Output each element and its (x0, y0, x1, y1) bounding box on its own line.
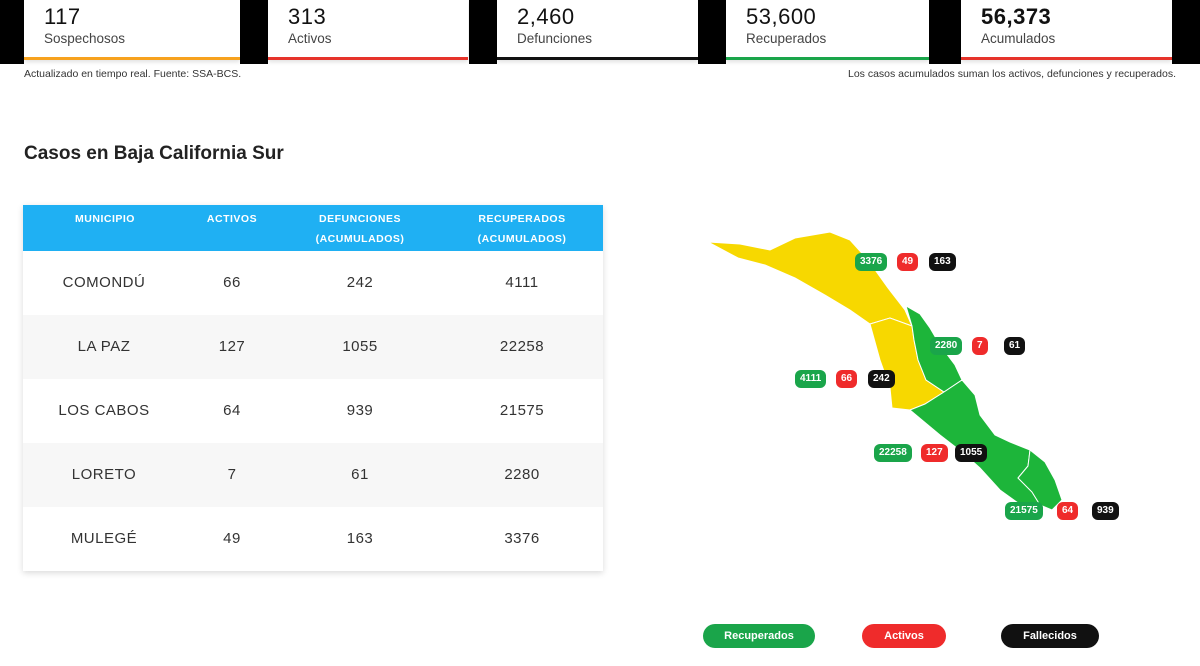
badge-loreto-recuperados: 2280 (930, 337, 963, 355)
stat-underline (726, 57, 929, 60)
map-region-mulege (707, 231, 913, 327)
stat-value: 117 (44, 4, 81, 29)
cell-municipio: LA PAZ (77, 338, 131, 355)
badge-comondu-recuperados: 4111 (795, 370, 827, 388)
header-bar (929, 0, 961, 64)
legend-recuperados: Recuperados (703, 624, 815, 648)
stat-value: 313 (288, 4, 327, 29)
table-row: COMONDÚ 66 242 4111 (23, 251, 603, 315)
badge-comondu-fallecidos: 242 (868, 370, 895, 388)
badge-loscabos-recuperados: 21575 (1005, 502, 1043, 520)
stat-card-activos: 313 Activos (268, 0, 468, 60)
stat-value: 2,460 (517, 4, 575, 29)
badge-lapaz-fallecidos: 1055 (955, 444, 988, 462)
badge-loreto-activos: 7 (972, 337, 988, 355)
accumulated-note: Los casos acumulados suman los activos, … (847, 68, 1176, 80)
col-header-recuperados-line1: RECUPERADOS (478, 213, 566, 225)
col-header-defunciones-line1: DEFUNCIONES (319, 213, 401, 225)
cell-municipio: MULEGÉ (70, 530, 138, 547)
bcs-map: 3376 49 163 2280 7 61 4111 66 242 22258 … (700, 230, 1140, 530)
col-header-municipio: MUNICIPIO (75, 213, 135, 225)
table-row: MULEGÉ 49 163 3376 (23, 507, 603, 571)
cell-activos: 127 (218, 338, 246, 355)
header-bar (240, 0, 268, 64)
table-row: LA PAZ 127 1055 22258 (23, 315, 603, 379)
cell-municipio: COMONDÚ (62, 274, 146, 291)
cell-defunciones: 61 (351, 466, 369, 483)
section-title: Casos en Baja California Sur (24, 143, 284, 164)
badge-loreto-fallecidos: 61 (1004, 337, 1026, 355)
stat-underline (24, 57, 240, 60)
badge-lapaz-activos: 127 (921, 444, 948, 462)
cell-recuperados: 3376 (504, 530, 540, 547)
cell-recuperados: 4111 (505, 274, 539, 291)
col-header-defunciones-line2: (ACUMULADOS) (315, 233, 405, 245)
legend-fallecidos: Fallecidos (1001, 624, 1099, 648)
table-row: LOS CABOS 64 939 21575 (23, 379, 603, 443)
table-header: MUNICIPIO ACTIVOS DEFUNCIONES (ACUMULADO… (23, 205, 603, 251)
cell-activos: 64 (223, 402, 241, 419)
cases-table: MUNICIPIO ACTIVOS DEFUNCIONES (ACUMULADO… (23, 205, 603, 571)
badge-mulege-recuperados: 3376 (855, 253, 888, 271)
cell-recuperados: 21575 (499, 402, 545, 419)
col-header-activos: ACTIVOS (206, 213, 258, 225)
col-header-recuperados: RECUPERADOS (ACUMULADOS) (455, 209, 589, 249)
stat-value: 56,373 (981, 4, 1052, 29)
bcs-map-svg (707, 231, 1063, 511)
table-row: LORETO 7 61 2280 (23, 443, 603, 507)
badge-comondu-activos: 66 (836, 370, 858, 388)
badge-mulege-activos: 49 (897, 253, 919, 271)
cell-activos: 66 (223, 274, 241, 291)
header-bar (469, 0, 497, 64)
cell-defunciones: 939 (346, 402, 374, 419)
cell-recuperados: 2280 (504, 466, 540, 483)
badge-loscabos-fallecidos: 939 (1092, 502, 1119, 520)
badge-loscabos-activos: 64 (1057, 502, 1079, 520)
cell-recuperados: 22258 (499, 338, 545, 355)
cell-activos: 49 (223, 530, 241, 547)
cell-activos: 7 (227, 466, 237, 483)
stat-card-sospechosos: 117 Sospechosos (24, 0, 240, 60)
header-bar (698, 0, 726, 64)
cell-defunciones: 242 (346, 274, 374, 291)
col-header-defunciones: DEFUNCIONES (ACUMULADOS) (293, 209, 427, 249)
cell-municipio: LORETO (71, 466, 137, 483)
stat-label: Acumulados (981, 31, 1056, 46)
stat-underline (497, 57, 698, 60)
source-note: Actualizado en tiempo real. Fuente: SSA-… (24, 68, 242, 80)
stat-card-defunciones: 2,460 Defunciones (497, 0, 698, 60)
stat-underline (268, 57, 468, 60)
header-bar-left (0, 0, 24, 64)
cell-defunciones: 163 (346, 530, 374, 547)
stat-label: Defunciones (517, 31, 593, 46)
stat-value: 53,600 (746, 4, 817, 29)
stat-card-acumulados: 56,373 Acumulados (961, 0, 1172, 60)
stat-label: Recuperados (746, 31, 827, 46)
map-region-loscabos (1017, 449, 1063, 511)
stat-card-recuperados: 53,600 Recuperados (726, 0, 929, 60)
badge-mulege-fallecidos: 163 (929, 253, 956, 271)
stat-underline (961, 57, 1172, 60)
stat-label: Activos (288, 31, 332, 46)
legend-activos: Activos (862, 624, 946, 648)
col-header-recuperados-line2: (ACUMULADOS) (477, 233, 567, 245)
badge-lapaz-recuperados: 22258 (874, 444, 912, 462)
cell-municipio: LOS CABOS (58, 402, 150, 419)
header-bar-right (1172, 0, 1200, 64)
cell-defunciones: 1055 (342, 338, 378, 355)
stat-label: Sospechosos (44, 31, 126, 46)
